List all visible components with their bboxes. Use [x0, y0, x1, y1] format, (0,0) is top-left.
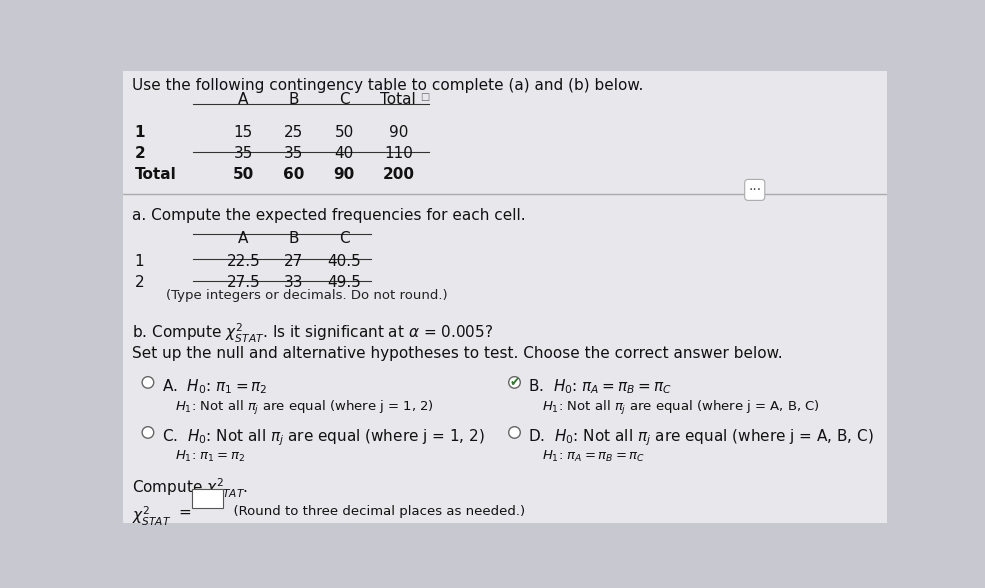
Text: 200: 200 — [382, 167, 415, 182]
Text: 33: 33 — [284, 275, 303, 290]
Text: 40.5: 40.5 — [327, 254, 361, 269]
Text: 35: 35 — [233, 146, 253, 161]
Text: 15: 15 — [233, 125, 253, 140]
FancyBboxPatch shape — [123, 71, 886, 523]
Text: C: C — [339, 230, 350, 246]
Text: 25: 25 — [284, 125, 303, 140]
Text: A: A — [238, 230, 248, 246]
Text: 35: 35 — [284, 146, 303, 161]
Text: Compute $\chi^2_{STAT}$.: Compute $\chi^2_{STAT}$. — [132, 477, 248, 500]
Text: □: □ — [420, 92, 429, 102]
Text: B: B — [289, 230, 298, 246]
Text: Total: Total — [135, 167, 176, 182]
Text: B.  $H_0$: $\pi_A = \pi_B = \pi_C$: B. $H_0$: $\pi_A = \pi_B = \pi_C$ — [528, 377, 672, 396]
Text: =: = — [179, 505, 197, 520]
Text: 27: 27 — [284, 254, 303, 269]
Text: $H_1$: Not all $\pi_j$ are equal (where j = A, B, C): $H_1$: Not all $\pi_j$ are equal (where … — [542, 399, 820, 417]
Text: 2: 2 — [135, 275, 145, 290]
Text: 50: 50 — [334, 125, 354, 140]
Text: Use the following contingency table to complete (a) and (b) below.: Use the following contingency table to c… — [132, 78, 644, 93]
Text: 22.5: 22.5 — [227, 254, 260, 269]
Text: 1: 1 — [135, 125, 145, 140]
Text: 90: 90 — [333, 167, 355, 182]
Text: 40: 40 — [334, 146, 354, 161]
Text: (Type integers or decimals. Do not round.): (Type integers or decimals. Do not round… — [165, 289, 447, 302]
Text: (Round to three decimal places as needed.): (Round to three decimal places as needed… — [226, 505, 526, 518]
Text: C: C — [339, 92, 350, 107]
Text: Total: Total — [380, 92, 416, 107]
Text: 110: 110 — [384, 146, 413, 161]
Text: D.  $H_0$: Not all $\pi_j$ are equal (where j = A, B, C): D. $H_0$: Not all $\pi_j$ are equal (whe… — [528, 428, 875, 449]
Circle shape — [142, 427, 154, 438]
Text: $H_1$: $\pi_1 = \pi_2$: $H_1$: $\pi_1 = \pi_2$ — [175, 449, 245, 465]
Text: Set up the null and alternative hypotheses to test. Choose the correct answer be: Set up the null and alternative hypothes… — [132, 346, 783, 361]
Text: B: B — [289, 92, 298, 107]
Text: A: A — [238, 92, 248, 107]
Text: ✔: ✔ — [509, 376, 520, 389]
Text: $H_1$: Not all $\pi_j$ are equal (where j = 1, 2): $H_1$: Not all $\pi_j$ are equal (where … — [175, 399, 434, 417]
Circle shape — [508, 427, 520, 438]
Text: ···: ··· — [749, 183, 761, 197]
Text: C.  $H_0$: Not all $\pi_j$ are equal (where j = 1, 2): C. $H_0$: Not all $\pi_j$ are equal (whe… — [162, 428, 485, 449]
Text: $\chi^2_{STAT}$: $\chi^2_{STAT}$ — [132, 505, 172, 528]
Text: 90: 90 — [388, 125, 408, 140]
Text: a. Compute the expected frequencies for each cell.: a. Compute the expected frequencies for … — [132, 208, 526, 223]
Text: A.  $H_0$: $\pi_1 = \pi_2$: A. $H_0$: $\pi_1 = \pi_2$ — [162, 377, 268, 396]
Text: 2: 2 — [135, 146, 146, 161]
FancyBboxPatch shape — [192, 489, 223, 508]
Text: 27.5: 27.5 — [227, 275, 260, 290]
Circle shape — [142, 377, 154, 388]
Text: $H_1$: $\pi_A = \pi_B = \pi_C$: $H_1$: $\pi_A = \pi_B = \pi_C$ — [542, 449, 645, 465]
Text: 60: 60 — [283, 167, 304, 182]
Text: 49.5: 49.5 — [327, 275, 361, 290]
Circle shape — [508, 377, 520, 388]
Text: 1: 1 — [135, 254, 145, 269]
Text: b. Compute $\chi^2_{STAT}$. Is it significant at $\alpha$ = 0.005?: b. Compute $\chi^2_{STAT}$. Is it signif… — [132, 322, 493, 345]
Text: 50: 50 — [232, 167, 254, 182]
